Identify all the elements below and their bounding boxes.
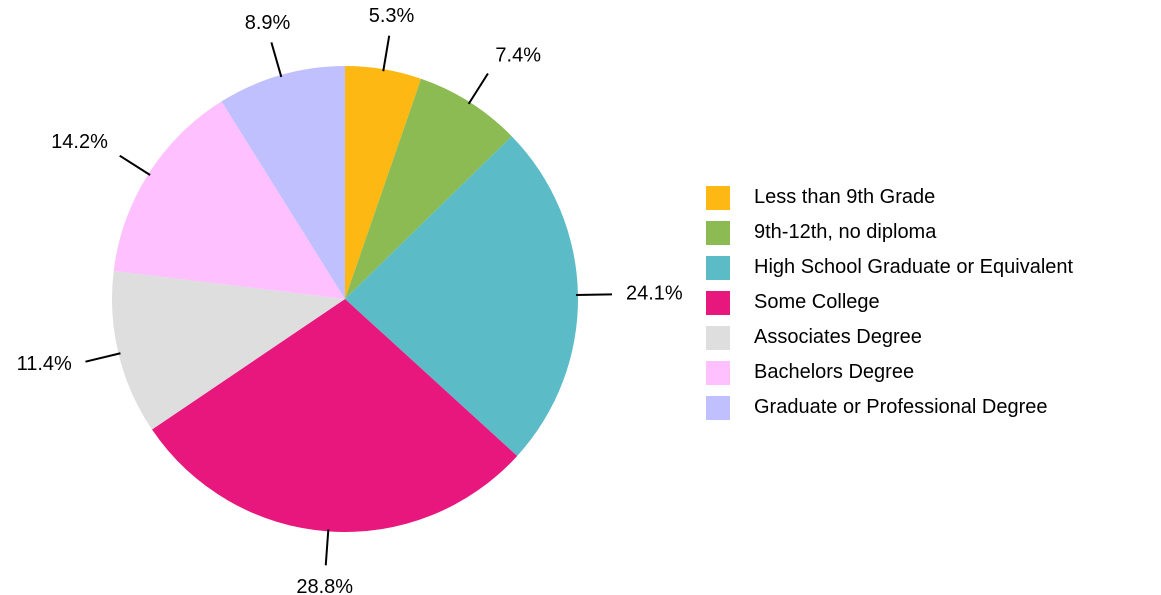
label-leader-lines (85, 35, 612, 566)
slice-labels: 5.3% 7.4% 24.1% 28.8% 11.4% 14.2% 8.9% (17, 5, 683, 595)
leader-line (324, 529, 330, 566)
legend-item: High School Graduate or Equivalent (706, 250, 1073, 285)
legend-item: Graduate or Professional Degree (706, 390, 1073, 425)
pie-slice (113, 101, 346, 299)
legend-swatch (706, 325, 730, 350)
legend-swatch (706, 255, 730, 280)
slice-percent-label: 14.2% (51, 131, 108, 153)
slice-percent-label: 28.8% (296, 576, 353, 595)
legend-item: Less than 9th Grade (706, 180, 1073, 215)
legend-label: Some College (754, 291, 880, 313)
legend-swatch (706, 290, 730, 315)
legend-swatch (706, 220, 730, 245)
legend-item: Bachelors Degree (706, 355, 1073, 390)
slice-percent-label: 7.4% (495, 45, 541, 67)
leader-line (467, 72, 489, 105)
legend-item: Associates Degree (706, 320, 1073, 355)
legend-swatch (706, 185, 730, 210)
leader-line (382, 35, 391, 72)
leader-line (85, 352, 121, 363)
legend-label: Associates Degree (754, 326, 922, 348)
pie-slice (111, 270, 345, 430)
leader-line (575, 293, 612, 297)
legend-item: Some College (706, 285, 1073, 320)
pie-slice (345, 66, 422, 299)
slice-percent-label: 24.1% (626, 282, 683, 304)
legend-swatch (706, 395, 730, 420)
leader-line (270, 42, 283, 78)
pie-slice (152, 299, 518, 532)
slice-percent-label: 5.3% (369, 5, 415, 27)
slice-percent-label: 11.4% (17, 353, 72, 375)
pie-slice (345, 136, 578, 456)
legend-label: Less than 9th Grade (754, 186, 936, 208)
legend-label: Graduate or Professional Degree (754, 396, 1048, 418)
leader-line (119, 154, 151, 176)
slice-percent-label: 8.9% (245, 12, 291, 34)
legend-label: 9th-12th, no diploma (754, 221, 937, 243)
legend-label: Bachelors Degree (754, 361, 915, 383)
pie-slices (111, 66, 578, 532)
chart-legend: Less than 9th Grade 9th-12th, no diploma H… (706, 180, 1073, 425)
pie-slice (345, 78, 512, 299)
legend-label: High School Graduate or Equivalent (754, 256, 1074, 278)
legend-item: 9th-12th, no diploma (706, 215, 1073, 250)
legend-swatch (706, 360, 730, 385)
pie-slice (221, 66, 345, 299)
